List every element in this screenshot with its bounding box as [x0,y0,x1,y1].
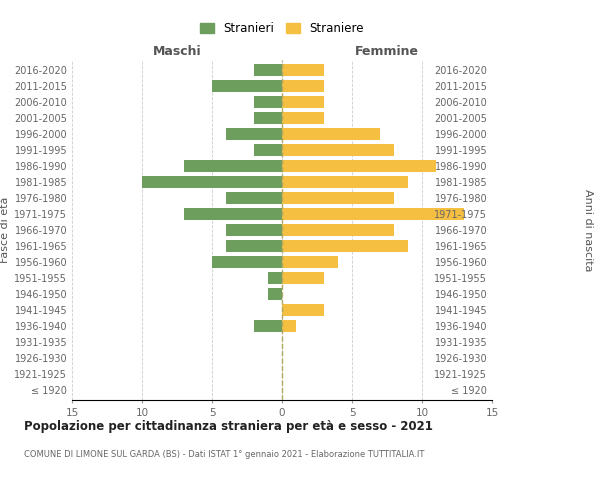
Bar [226,192,282,204]
Bar [282,192,394,204]
Legend: Stranieri, Straniere: Stranieri, Straniere [196,18,368,38]
Bar [282,128,380,140]
Bar [254,96,282,108]
Bar [212,256,282,268]
Bar [184,160,282,172]
Bar [282,208,464,220]
Text: Anni di nascita: Anni di nascita [583,188,593,271]
Bar [282,240,408,252]
Bar [282,80,324,92]
Bar [226,224,282,236]
Bar [282,224,394,236]
Y-axis label: Fasce di età: Fasce di età [0,197,10,263]
Bar [282,320,296,332]
Bar [282,112,324,124]
Bar [184,208,282,220]
Bar [282,64,324,76]
Bar [282,256,338,268]
Bar [226,128,282,140]
Bar [268,288,282,300]
Bar [254,320,282,332]
Bar [254,112,282,124]
Bar [282,176,408,188]
Text: Femmine: Femmine [355,46,419,59]
Bar [254,144,282,156]
Bar [268,272,282,284]
Text: COMUNE DI LIMONE SUL GARDA (BS) - Dati ISTAT 1° gennaio 2021 - Elaborazione TUTT: COMUNE DI LIMONE SUL GARDA (BS) - Dati I… [24,450,424,459]
Bar [282,96,324,108]
Text: Maschi: Maschi [152,46,202,59]
Bar [226,240,282,252]
Text: Popolazione per cittadinanza straniera per età e sesso - 2021: Popolazione per cittadinanza straniera p… [24,420,433,433]
Bar [282,272,324,284]
Bar [282,144,394,156]
Bar [282,304,324,316]
Bar [142,176,282,188]
Bar [282,160,436,172]
Bar [212,80,282,92]
Bar [254,64,282,76]
